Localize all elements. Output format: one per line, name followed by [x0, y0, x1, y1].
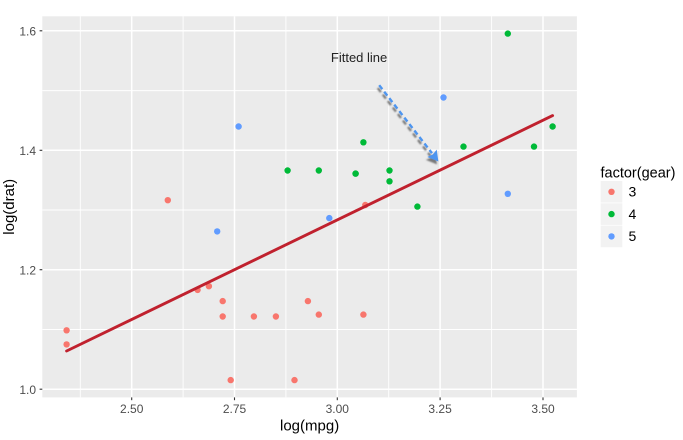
svg-text:log(drat): log(drat) — [1, 179, 18, 235]
svg-text:4: 4 — [629, 206, 637, 222]
svg-text:5: 5 — [629, 228, 637, 244]
svg-text:2.50: 2.50 — [120, 402, 144, 416]
svg-text:3.25: 3.25 — [428, 402, 452, 416]
svg-text:3.50: 3.50 — [531, 402, 555, 416]
svg-text:factor(gear): factor(gear) — [601, 166, 676, 182]
svg-text:1.2: 1.2 — [19, 264, 36, 278]
svg-text:3.00: 3.00 — [326, 402, 350, 416]
svg-text:2.75: 2.75 — [223, 402, 247, 416]
svg-text:1.0: 1.0 — [19, 383, 36, 397]
svg-text:log(mpg): log(mpg) — [280, 418, 339, 435]
svg-text:1.4: 1.4 — [19, 144, 36, 158]
svg-text:1.6: 1.6 — [19, 25, 36, 39]
svg-text:3: 3 — [629, 184, 637, 200]
svg-text:Fitted line: Fitted line — [331, 50, 387, 65]
